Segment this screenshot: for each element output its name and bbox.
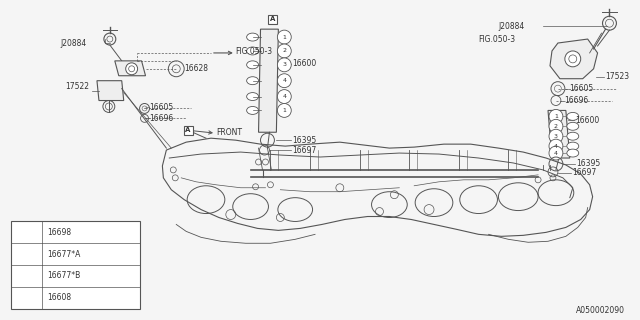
Ellipse shape [246,61,259,69]
Bar [184,126,193,135]
Polygon shape [548,110,570,158]
Text: A: A [186,127,191,133]
Text: 17522: 17522 [65,82,89,91]
Text: 16697: 16697 [572,168,596,177]
Text: 16608: 16608 [47,293,72,302]
Circle shape [19,246,35,262]
Circle shape [549,146,563,160]
Circle shape [549,119,563,133]
Text: 16677*B: 16677*B [47,271,81,281]
Text: 16395: 16395 [292,136,317,145]
Text: 16698: 16698 [47,228,72,237]
Text: 4: 4 [24,295,29,301]
Polygon shape [97,81,124,100]
Text: 16600: 16600 [292,59,317,68]
Text: 16600: 16600 [575,116,599,125]
Text: FIG.050-3: FIG.050-3 [236,47,273,56]
Text: 17523: 17523 [605,72,630,81]
Ellipse shape [246,107,259,114]
Ellipse shape [246,47,259,55]
Circle shape [549,129,563,143]
Text: 2: 2 [24,251,29,257]
Text: 4: 4 [554,151,558,156]
Text: 16696: 16696 [150,114,173,123]
Text: 16395: 16395 [576,159,600,168]
Text: A050002090: A050002090 [577,306,625,315]
Polygon shape [550,39,598,79]
Text: 1: 1 [282,35,286,40]
Circle shape [277,58,291,72]
Text: J20884: J20884 [60,38,86,48]
Ellipse shape [567,142,579,150]
Circle shape [565,51,580,67]
Text: 4: 4 [282,94,286,99]
Circle shape [277,30,291,44]
Ellipse shape [567,132,579,140]
Ellipse shape [567,149,579,157]
Text: FIG.050-3: FIG.050-3 [479,35,516,44]
Text: 2: 2 [282,48,286,53]
Ellipse shape [246,92,259,100]
Text: 3: 3 [282,62,286,67]
Text: 16605: 16605 [569,84,593,93]
Bar [268,15,277,24]
Circle shape [277,103,291,117]
Text: 16696: 16696 [564,96,588,105]
Text: FRONT: FRONT [216,128,242,137]
Text: 1: 1 [24,229,29,236]
Text: 16605: 16605 [150,103,173,112]
Ellipse shape [246,77,259,85]
Circle shape [19,290,35,306]
Circle shape [125,63,138,75]
Ellipse shape [567,112,579,120]
Circle shape [277,90,291,103]
Ellipse shape [246,33,259,41]
Circle shape [277,74,291,88]
Text: 1: 1 [282,108,286,113]
Text: 4: 4 [554,144,558,148]
Circle shape [19,268,35,284]
Polygon shape [115,61,145,76]
Polygon shape [259,29,278,132]
Ellipse shape [567,122,579,130]
Circle shape [19,224,35,240]
Text: 1: 1 [554,114,558,119]
Bar [11,221,140,309]
Circle shape [549,109,563,123]
Text: 16628: 16628 [184,64,208,73]
Text: 4: 4 [282,78,286,83]
Circle shape [549,139,563,153]
Text: 3: 3 [554,134,558,139]
Circle shape [277,44,291,58]
Text: 16677*A: 16677*A [47,250,81,259]
Text: 2: 2 [554,124,558,129]
Text: 16697: 16697 [292,146,317,155]
Text: 3: 3 [24,273,29,279]
Text: A: A [269,16,275,22]
Text: J20884: J20884 [499,22,525,31]
